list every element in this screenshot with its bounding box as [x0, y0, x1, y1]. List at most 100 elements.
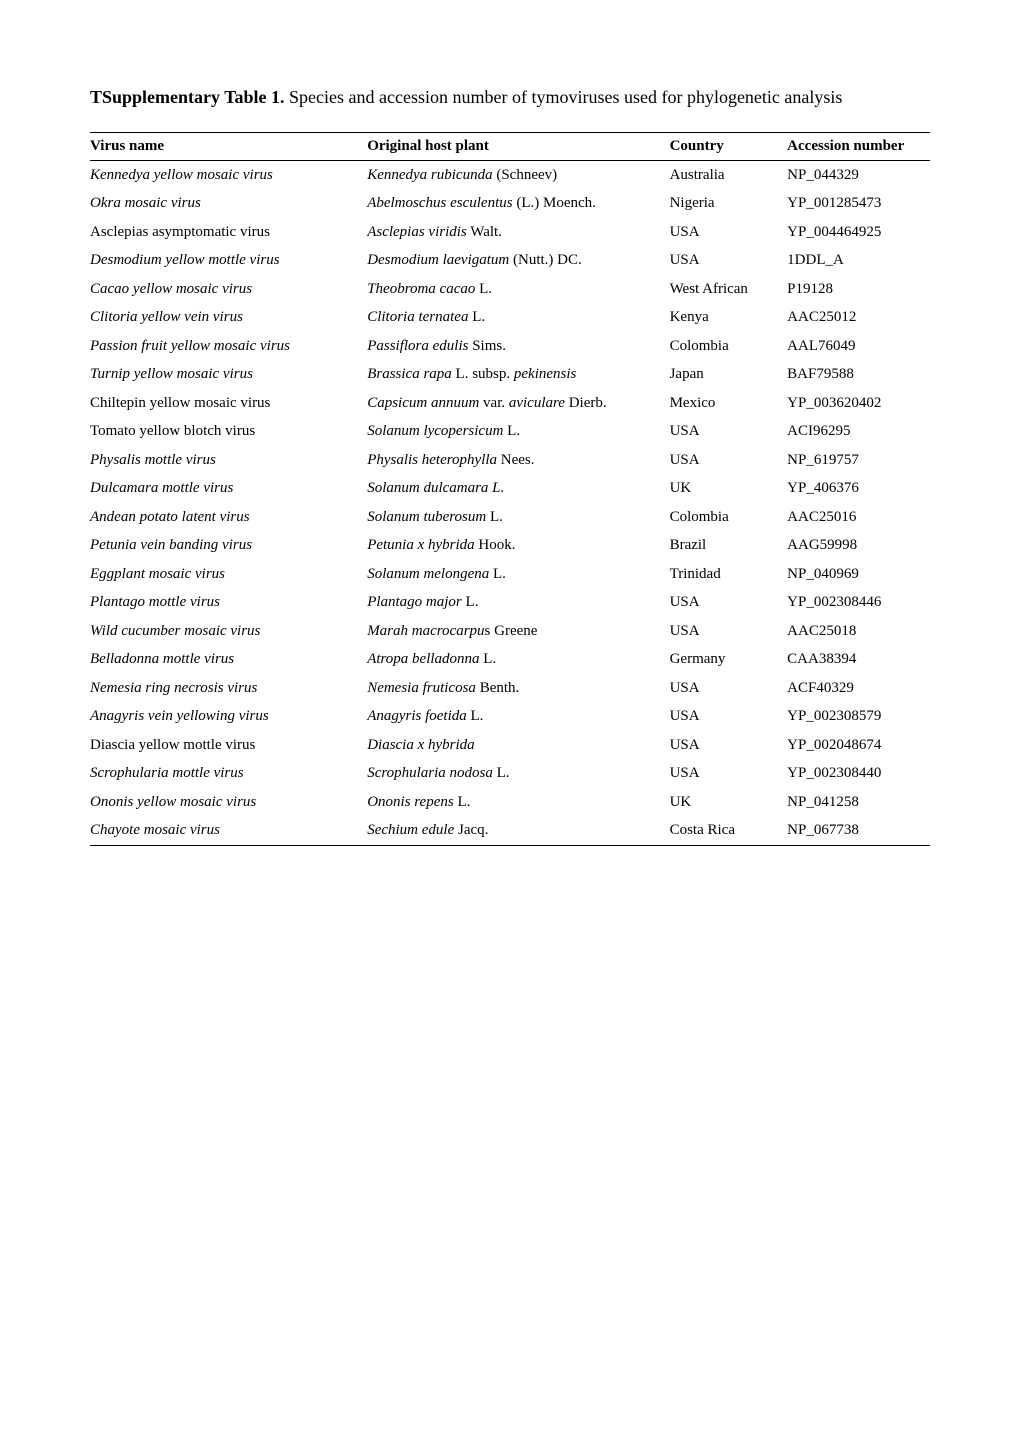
cell-country: USA [670, 589, 788, 618]
cell-host: Solanum melongena L. [367, 560, 669, 589]
table-row: Physalis mottle virusPhysalis heterophyl… [90, 446, 930, 475]
cell-country: Costa Rica [670, 817, 788, 846]
table-row: Asclepias asymptomatic virusAsclepias vi… [90, 218, 930, 247]
table-row: Turnip yellow mosaic virusBrassica rapa … [90, 361, 930, 390]
cell-host: Passiflora edulis Sims. [367, 332, 669, 361]
cell-country: Kenya [670, 304, 788, 333]
cell-country: USA [670, 703, 788, 732]
cell-accession: YP_002308579 [787, 703, 930, 732]
table-row: Kennedya yellow mosaic virusKennedya rub… [90, 161, 930, 190]
cell-virus: Wild cucumber mosaic virus [90, 617, 367, 646]
cell-host: Capsicum annuum var. aviculare Dierb. [367, 389, 669, 418]
cell-country: Nigeria [670, 190, 788, 219]
table-row: Okra mosaic virusAbelmoschus esculentus … [90, 190, 930, 219]
cell-host: Theobroma cacao L. [367, 275, 669, 304]
cell-country: West African [670, 275, 788, 304]
header-host: Original host plant [367, 133, 669, 161]
cell-host: Nemesia fruticosa Benth. [367, 674, 669, 703]
cell-host: Kennedya rubicunda (Schneev) [367, 161, 669, 190]
table-row: Anagyris vein yellowing virusAnagyris fo… [90, 703, 930, 732]
table-row: Passion fruit yellow mosaic virusPassifl… [90, 332, 930, 361]
header-accession: Accession number [787, 133, 930, 161]
table-header-row: Virus name Original host plant Country A… [90, 133, 930, 161]
table-row: Chayote mosaic virusSechium edule Jacq.C… [90, 817, 930, 846]
cell-host: Asclepias viridis Walt. [367, 218, 669, 247]
cell-country: USA [670, 674, 788, 703]
cell-accession: YP_001285473 [787, 190, 930, 219]
table-row: Diascia yellow mottle virusDiascia x hyb… [90, 731, 930, 760]
cell-accession: NP_041258 [787, 788, 930, 817]
cell-country: Germany [670, 646, 788, 675]
cell-country: Japan [670, 361, 788, 390]
cell-host: Scrophularia nodosa L. [367, 760, 669, 789]
table-row: Wild cucumber mosaic virusMarah macrocar… [90, 617, 930, 646]
cell-accession: YP_002308446 [787, 589, 930, 618]
species-table: Virus name Original host plant Country A… [90, 132, 930, 846]
cell-country: USA [670, 617, 788, 646]
cell-accession: BAF79588 [787, 361, 930, 390]
cell-accession: YP_002048674 [787, 731, 930, 760]
table-row: Scrophularia mottle virusScrophularia no… [90, 760, 930, 789]
cell-virus: Eggplant mosaic virus [90, 560, 367, 589]
cell-country: Colombia [670, 503, 788, 532]
cell-virus: Passion fruit yellow mosaic virus [90, 332, 367, 361]
caption-text: Species and accession number of tymoviru… [285, 87, 843, 107]
cell-country: USA [670, 760, 788, 789]
cell-country: USA [670, 446, 788, 475]
cell-host: Solanum dulcamara L. [367, 475, 669, 504]
table-row: Clitoria yellow vein virusClitoria terna… [90, 304, 930, 333]
cell-accession: YP_002308440 [787, 760, 930, 789]
cell-virus: Asclepias asymptomatic virus [90, 218, 367, 247]
cell-virus: Cacao yellow mosaic virus [90, 275, 367, 304]
cell-host: Desmodium laevigatum (Nutt.) DC. [367, 247, 669, 276]
header-virus: Virus name [90, 133, 367, 161]
cell-country: UK [670, 788, 788, 817]
cell-country: Colombia [670, 332, 788, 361]
cell-country: USA [670, 247, 788, 276]
cell-host: Ononis repens L. [367, 788, 669, 817]
table-row: Andean potato latent virusSolanum tubero… [90, 503, 930, 532]
cell-virus: Turnip yellow mosaic virus [90, 361, 367, 390]
table-row: Tomato yellow blotch virusSolanum lycope… [90, 418, 930, 447]
cell-accession: 1DDL_A [787, 247, 930, 276]
cell-host: Marah macrocarpus Greene [367, 617, 669, 646]
cell-host: Physalis heterophylla Nees. [367, 446, 669, 475]
table-row: Eggplant mosaic virusSolanum melongena L… [90, 560, 930, 589]
cell-country: USA [670, 218, 788, 247]
cell-accession: AAL76049 [787, 332, 930, 361]
table-row: Nemesia ring necrosis virusNemesia fruti… [90, 674, 930, 703]
cell-virus: Tomato yellow blotch virus [90, 418, 367, 447]
cell-country: USA [670, 418, 788, 447]
cell-host: Clitoria ternatea L. [367, 304, 669, 333]
cell-virus: Nemesia ring necrosis virus [90, 674, 367, 703]
cell-host: Atropa belladonna L. [367, 646, 669, 675]
cell-host: Solanum lycopersicum L. [367, 418, 669, 447]
cell-accession: AAC25012 [787, 304, 930, 333]
cell-accession: ACI96295 [787, 418, 930, 447]
cell-accession: YP_003620402 [787, 389, 930, 418]
cell-accession: YP_004464925 [787, 218, 930, 247]
cell-country: Brazil [670, 532, 788, 561]
cell-virus: Chayote mosaic virus [90, 817, 367, 846]
cell-host: Petunia x hybrida Hook. [367, 532, 669, 561]
table-row: Ononis yellow mosaic virusOnonis repens … [90, 788, 930, 817]
cell-host: Anagyris foetida L. [367, 703, 669, 732]
cell-country: Australia [670, 161, 788, 190]
cell-virus: Desmodium yellow mottle virus [90, 247, 367, 276]
cell-accession: NP_067738 [787, 817, 930, 846]
cell-virus: Kennedya yellow mosaic virus [90, 161, 367, 190]
cell-virus: Belladonna mottle virus [90, 646, 367, 675]
cell-virus: Chiltepin yellow mosaic virus [90, 389, 367, 418]
cell-virus: Plantago mottle virus [90, 589, 367, 618]
cell-virus: Scrophularia mottle virus [90, 760, 367, 789]
cell-virus: Ononis yellow mosaic virus [90, 788, 367, 817]
cell-host: Sechium edule Jacq. [367, 817, 669, 846]
cell-virus: Dulcamara mottle virus [90, 475, 367, 504]
cell-virus: Physalis mottle virus [90, 446, 367, 475]
table-row: Dulcamara mottle virusSolanum dulcamara … [90, 475, 930, 504]
cell-accession: NP_040969 [787, 560, 930, 589]
cell-accession: NP_619757 [787, 446, 930, 475]
cell-virus: Okra mosaic virus [90, 190, 367, 219]
table-row: Chiltepin yellow mosaic virusCapsicum an… [90, 389, 930, 418]
cell-host: Plantago major L. [367, 589, 669, 618]
